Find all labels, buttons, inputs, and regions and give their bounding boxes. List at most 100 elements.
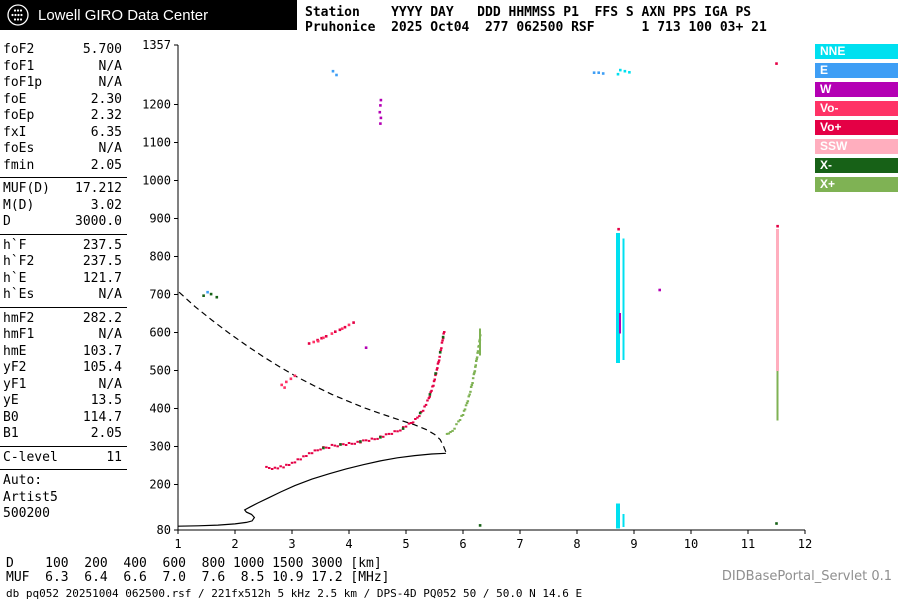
param-value: 114.7 — [82, 409, 122, 425]
svg-text:6: 6 — [459, 537, 466, 551]
y-axis-ticks: 80 200 300 400 500 600 700 800 900 1000 1100 1200 13… — [142, 38, 178, 537]
param-fxi: fxI 6.35 — [0, 125, 128, 142]
param-auto: Auto: — [0, 473, 128, 490]
distance-row: D 100 200 400 600 800 1000 1500 3000 [km… — [6, 556, 382, 571]
param-label: B1 — [3, 426, 19, 441]
param-label: hmF2 — [3, 310, 35, 326]
param-value: 237.5 — [82, 237, 122, 253]
muf-row: MUF 6.3 6.4 6.6 7.0 7.6 8.5 10.9 17.2 [M… — [6, 570, 390, 585]
station-header: Station YYYY DAY DDD HHMMSS P1 FFS S AXN… — [305, 5, 767, 35]
param-group-divider — [0, 445, 127, 447]
param-fmin: fmin 2.05 — [0, 158, 128, 175]
rfi-vertical-lines — [479, 229, 780, 529]
legend-item-ssw: SSW — [815, 139, 898, 154]
param-value: N/A — [98, 376, 122, 392]
svg-text:8: 8 — [573, 537, 580, 551]
param-value: 6.35 — [90, 124, 122, 140]
param-hf: h`F 237.5 — [0, 238, 128, 255]
profile-lines — [177, 291, 447, 527]
param-label: h`Es — [3, 287, 35, 302]
svg-text:7: 7 — [516, 537, 523, 551]
param-fof1: foF1 N/A — [0, 59, 128, 76]
param-value: 2.32 — [90, 108, 122, 123]
param-foes: foEs N/A — [0, 141, 128, 158]
svg-text:10: 10 — [684, 537, 698, 551]
param-label: D — [3, 214, 11, 229]
param-value: 11 — [106, 449, 122, 465]
svg-text:400: 400 — [149, 401, 171, 415]
topside-profile-extrapolated — [178, 291, 447, 453]
param-value: 17.212 — [75, 181, 122, 196]
param-label: M(D) — [3, 197, 35, 213]
param-hes: h`Es N/A — [0, 287, 128, 304]
param-label: foF2 — [3, 42, 35, 57]
svg-text:80: 80 — [157, 523, 171, 537]
param-value: 103.7 — [82, 343, 122, 359]
legend-item-x: X+ — [815, 177, 898, 192]
param-artist5: Artist5 — [0, 490, 128, 507]
param-label: h`F2 — [3, 254, 35, 269]
svg-text:800: 800 — [149, 250, 171, 264]
param-he: h`E 121.7 — [0, 271, 128, 288]
param-hmf2: hmF2 282.2 — [0, 311, 128, 328]
param-value: N/A — [98, 58, 122, 74]
param-label: foEp — [3, 108, 35, 123]
param-label: foE — [3, 91, 27, 107]
svg-text:2: 2 — [231, 537, 238, 551]
axes — [177, 45, 805, 531]
param-foep: foEp 2.32 — [0, 108, 128, 125]
param-fof1p: foF1p N/A — [0, 75, 128, 92]
svg-text:1: 1 — [174, 537, 181, 551]
param-value: N/A — [98, 327, 122, 342]
svg-text:200: 200 — [149, 477, 171, 491]
svg-text:600: 600 — [149, 326, 171, 340]
param-label: yF1 — [3, 376, 27, 392]
param-label: foF1p — [3, 75, 43, 90]
param-label: Artist5 — [3, 489, 58, 505]
giro-globe-icon — [7, 4, 29, 26]
param-500200: 500200 — [0, 506, 128, 523]
svg-text:900: 900 — [149, 212, 171, 226]
param-label: fmin — [3, 157, 35, 173]
param-value: N/A — [98, 141, 122, 156]
param-foe: foE 2.30 — [0, 92, 128, 109]
param-group-divider — [0, 306, 127, 308]
svg-text:9: 9 — [630, 537, 637, 551]
legend-item-e: E — [815, 63, 898, 78]
svg-text:12: 12 — [798, 537, 812, 551]
param-hme: hmE 103.7 — [0, 344, 128, 361]
param-group-divider — [0, 469, 127, 470]
param-md: M(D) 3.02 — [0, 198, 128, 215]
echo-direction-legend: NNE E W Vo- Vo+ SSW X- X+ — [815, 44, 898, 196]
param-value: 2.05 — [90, 426, 122, 441]
param-d: D 3000.0 — [0, 214, 128, 231]
param-label: h`F — [3, 237, 27, 253]
param-label: hmE — [3, 343, 27, 359]
svg-text:4: 4 — [345, 537, 352, 551]
legend-item-vo: Vo+ — [815, 120, 898, 135]
true-height-profile — [177, 452, 446, 527]
logo-text: Lowell GIRO Data Center — [38, 6, 209, 24]
svg-text:1000: 1000 — [142, 174, 171, 188]
param-value: N/A — [98, 287, 122, 302]
station-header-line2: Pruhonice 2025 Oct04 277 062500 RSF 1 71… — [305, 20, 767, 35]
status-line: db pq052 20251004 062500.rsf / 221fx512h… — [6, 587, 583, 600]
svg-text:5: 5 — [402, 537, 409, 551]
param-value: 121.7 — [82, 270, 122, 286]
svg-text:700: 700 — [149, 288, 171, 302]
param-value: 3000.0 — [75, 214, 122, 229]
param-label: B0 — [3, 409, 19, 425]
param-clevel: C-level 11 — [0, 450, 128, 467]
param-label: foF1 — [3, 58, 35, 74]
param-label: yF2 — [3, 360, 27, 375]
param-value: N/A — [98, 75, 122, 90]
param-value: 2.05 — [90, 157, 122, 173]
x-axis-ticks: 1 2 3 4 5 6 7 8 9 10 11 12 — [174, 530, 812, 551]
param-yf2: yF2 105.4 — [0, 360, 128, 377]
lowell-giro-logo-bar: Lowell GIRO Data Center — [0, 0, 297, 30]
legend-item-w: W — [815, 82, 898, 97]
svg-text:1357: 1357 — [142, 38, 171, 52]
param-value: 237.5 — [82, 254, 122, 269]
